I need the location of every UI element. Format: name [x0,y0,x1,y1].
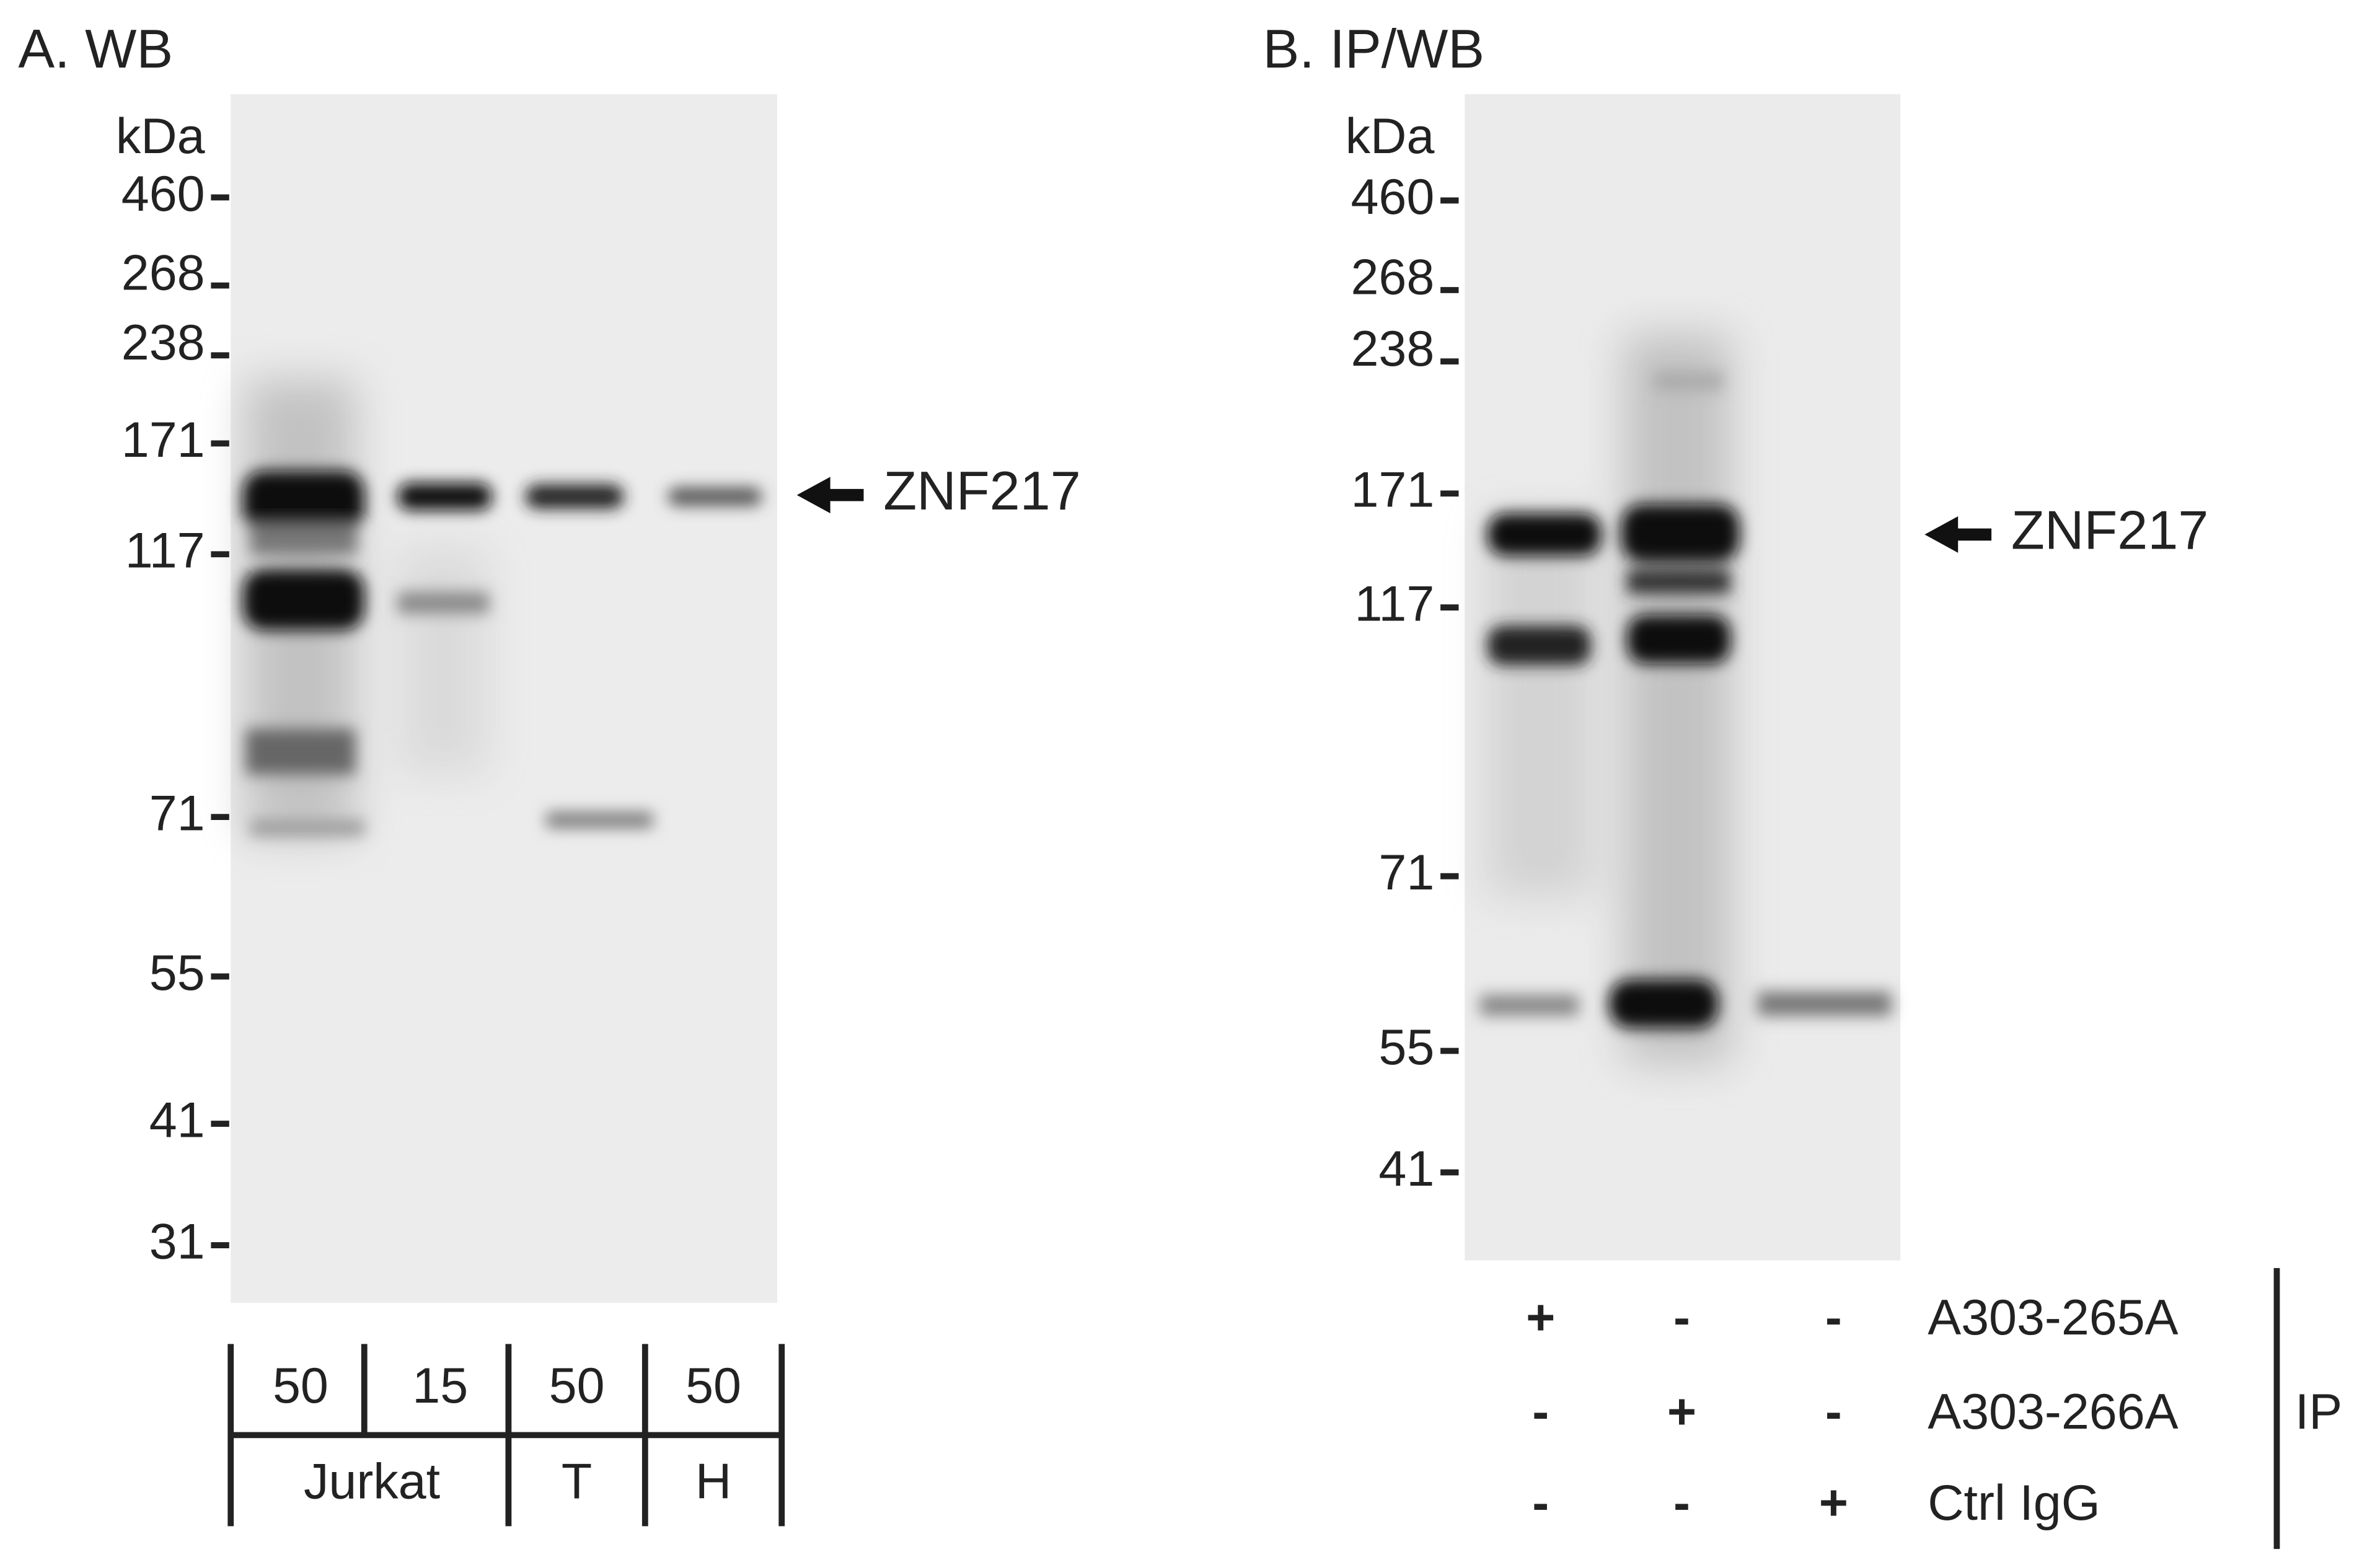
marker-label: 55 [1378,1020,1434,1075]
unit: kDa [1346,108,1435,164]
sign: - [1673,1475,1690,1531]
sign: - [1532,1475,1549,1531]
sign: - [1532,1384,1549,1440]
row-label: A303-266A [1928,1384,2178,1440]
panel-label: A. WB [18,18,173,79]
blots [231,94,1901,1303]
sample-label: T [562,1454,592,1510]
target-label: ZNF217 [2011,500,2208,561]
marker-label: 117 [1354,576,1434,632]
marker-label: 238 [1351,321,1434,377]
row-label: Ctrl IgG [1928,1475,2100,1531]
target-label: ZNF217 [883,460,1080,521]
sign: + [1526,1290,1555,1346]
marker-label: 41 [1378,1141,1434,1197]
arrow [1924,516,1992,553]
smears [245,334,1730,1064]
sign: - [1673,1290,1690,1346]
marker-label: 171 [1351,462,1434,518]
sample-label: Jurkat [304,1454,440,1510]
marker-label: 41 [149,1092,205,1148]
unit: kDa [116,108,205,164]
sample-label: H [695,1454,731,1510]
sign: + [1667,1384,1696,1440]
marker-label: 55 [149,945,205,1001]
marker-label: 171 [121,412,205,468]
lane-amount: 50 [549,1358,605,1414]
group-label: IP [2295,1384,2342,1440]
sign: + [1819,1475,1848,1531]
marker-label: 268 [1351,250,1434,306]
bands-a [242,470,762,836]
marker-label: 117 [125,523,205,579]
panel-label: B. IP/WB [1263,18,1485,79]
marker-label: 238 [121,315,205,371]
arrow [796,477,864,514]
marker-label: 460 [121,166,205,222]
marker-label: 71 [1378,845,1434,901]
lane-amount: 15 [412,1358,468,1414]
lane-amount: 50 [685,1358,741,1414]
marker-label: 460 [1351,169,1434,225]
marker-label: 268 [121,245,205,301]
lane-amount: 50 [273,1358,328,1414]
marker-label: 71 [149,786,205,842]
sign: - [1825,1384,1842,1440]
sign: - [1825,1290,1842,1346]
row-label: A303-265A [1928,1290,2178,1346]
marker-label: 31 [149,1214,205,1269]
annotations: A. WBkDa46026823817111771554131ZNF217B. … [18,18,2342,1550]
bands-b [1479,372,1892,1028]
